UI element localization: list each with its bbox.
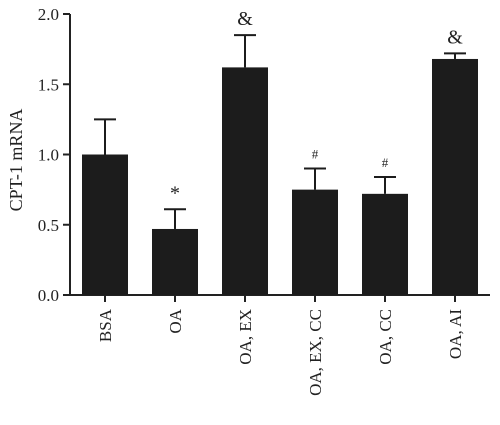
bar [152,228,198,295]
significance-marker: * [170,182,180,204]
x-tick-label: OA [166,308,185,333]
x-tick-label: OA, CC [376,309,395,365]
bar [292,189,338,295]
y-tick-label: 2.0 [38,5,59,24]
significance-marker: # [312,147,319,162]
significance-marker: & [447,26,463,48]
significance-marker: & [237,8,253,30]
y-tick-label: 1.0 [38,146,59,165]
y-tick-label: 0.0 [38,286,59,305]
x-tick-label: OA, AI [446,309,465,359]
y-tick-label: 1.5 [38,75,59,94]
bar [362,193,408,295]
plot-area: 0.0 0.5 1.0 1.5 2.0 BSA * OA & OA, EX # OA, EX, CC #… [38,5,490,396]
x-tick-label: BSA [96,308,115,342]
y-tick-label: 0.5 [38,216,59,235]
x-tick-label: OA, EX [236,309,255,365]
bar [432,58,478,296]
significance-marker: # [382,155,389,170]
x-tick-label: OA, EX, CC [306,309,325,396]
bar [82,154,128,295]
y-axis-title: CPT-1 mRNA [6,109,26,212]
bar [222,67,268,295]
